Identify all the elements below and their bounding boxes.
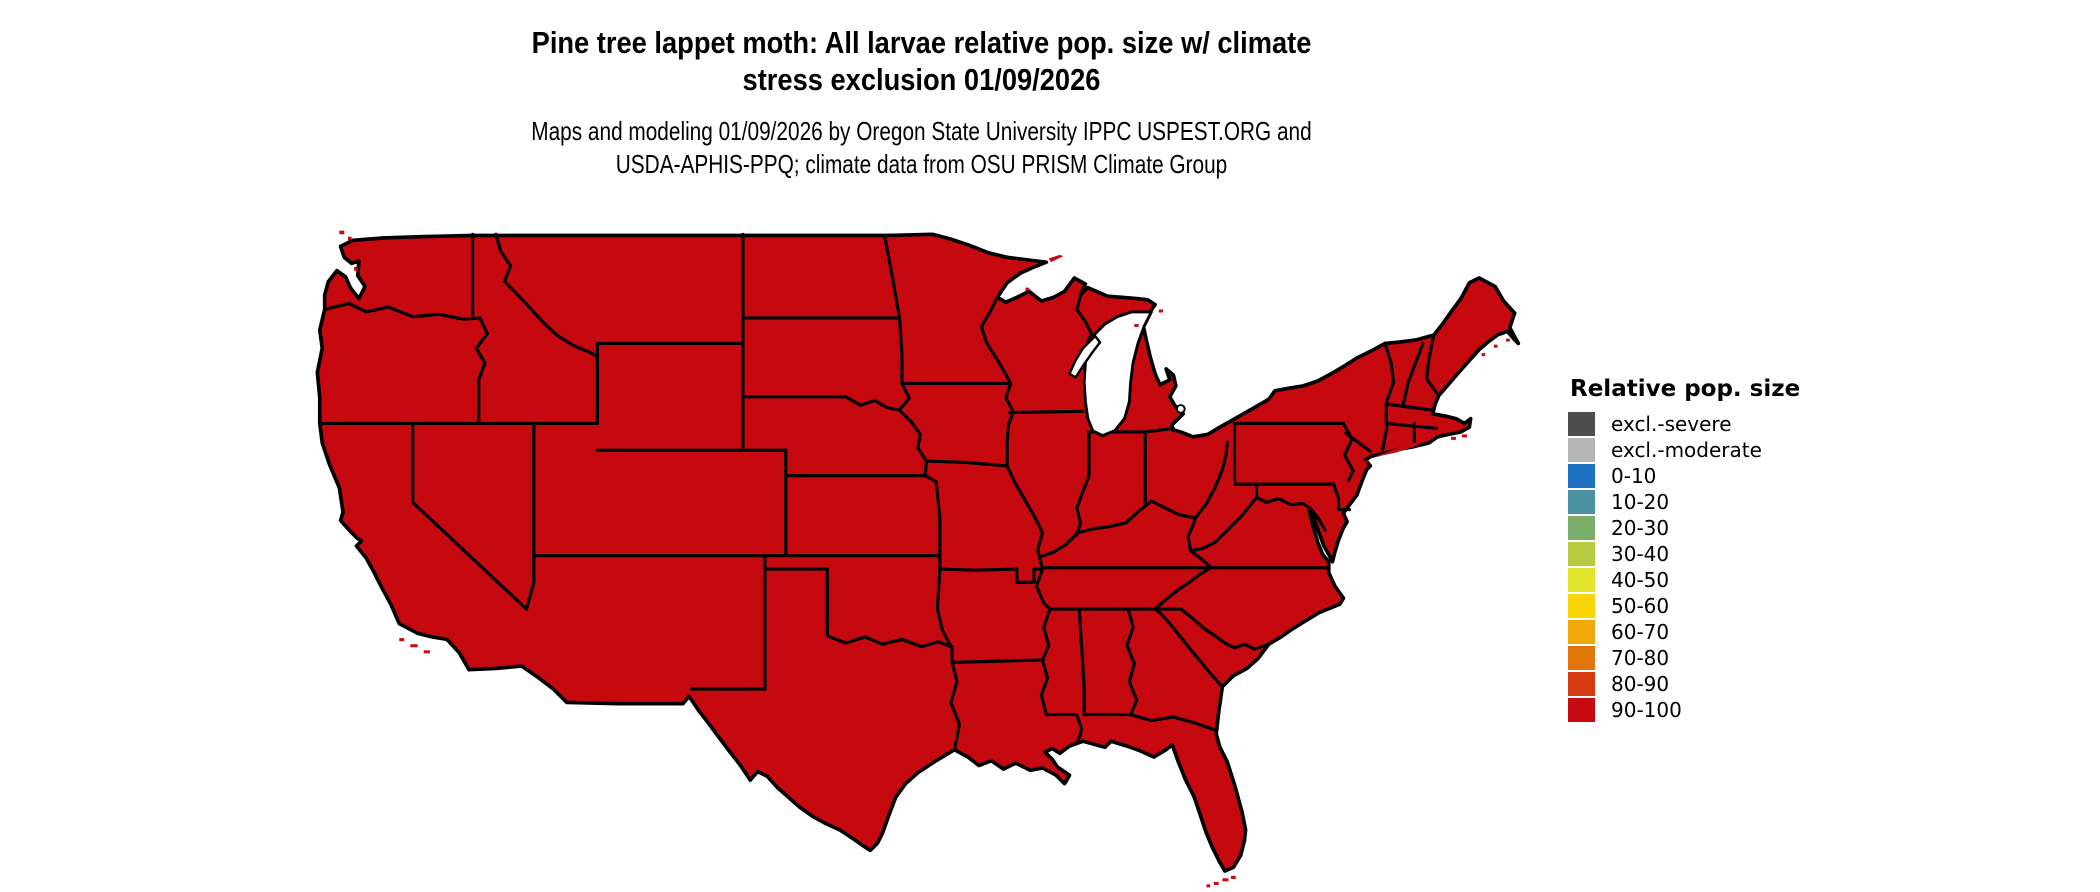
us-map-svg xyxy=(315,230,1521,888)
legend-label: 90-100 xyxy=(1611,698,1682,722)
legend-row-70-80: 70-80 xyxy=(1568,646,1988,670)
legend-row-60-70: 60-70 xyxy=(1568,620,1988,644)
legend-swatch-50-60 xyxy=(1568,594,1595,618)
legend-row-40-50: 40-50 xyxy=(1568,568,1988,592)
legend-swatch-excl.-severe xyxy=(1568,412,1595,436)
legend-swatch-70-80 xyxy=(1568,646,1595,670)
legend-label: 40-50 xyxy=(1611,568,1670,592)
legend-row-10-20: 10-20 xyxy=(1568,490,1988,514)
legend-row-50-60: 50-60 xyxy=(1568,594,1988,618)
legend-label: 80-90 xyxy=(1611,672,1670,696)
islands xyxy=(339,230,1510,888)
subtitle-block: Maps and modeling 01/09/2026 by Oregon S… xyxy=(0,115,1843,181)
lake-michigan xyxy=(1068,310,1153,438)
legend-swatch-20-30 xyxy=(1568,516,1595,540)
legend-row-0-10: 0-10 xyxy=(1568,464,1988,488)
us-choropleth-map xyxy=(310,227,1533,888)
legend-row-90-100: 90-100 xyxy=(1568,698,1988,722)
legend-row-20-30: 20-30 xyxy=(1568,516,1988,540)
legend-label: 0-10 xyxy=(1611,464,1657,488)
legend-label: excl.-moderate xyxy=(1611,438,1762,462)
legend-label: excl.-severe xyxy=(1611,412,1732,436)
legend-row-excl.-severe: excl.-severe xyxy=(1568,412,1988,436)
map-title-line1: Pine tree lappet moth: All larvae relati… xyxy=(531,25,1312,60)
legend-swatch-10-20 xyxy=(1568,490,1595,514)
legend-label: 30-40 xyxy=(1611,542,1670,566)
state-borders xyxy=(318,232,1440,752)
legend-title: Relative pop. size xyxy=(1570,376,1801,402)
legend-swatch-80-90 xyxy=(1568,672,1595,696)
lake-st-clair xyxy=(1175,404,1186,414)
legend-swatch-0-10 xyxy=(1568,464,1595,488)
legend-label: 60-70 xyxy=(1611,620,1670,644)
legend-row-80-90: 80-90 xyxy=(1568,672,1988,696)
map-subtitle-line1: Maps and modeling 01/09/2026 by Oregon S… xyxy=(531,116,1312,146)
legend-label: 10-20 xyxy=(1611,490,1670,514)
map-subtitle-line2: USDA-APHIS-PPQ; climate data from OSU PR… xyxy=(615,149,1228,179)
legend-swatch-excl.-moderate xyxy=(1568,438,1595,462)
legend-row-excl.-moderate: excl.-moderate xyxy=(1568,438,1988,462)
title-block: Pine tree lappet moth: All larvae relati… xyxy=(0,24,1843,181)
us-outline xyxy=(315,232,1521,873)
legend-swatch-60-70 xyxy=(1568,620,1595,644)
legend-swatch-40-50 xyxy=(1568,568,1595,592)
legend-label: 70-80 xyxy=(1611,646,1670,670)
map-title-line2: stress exclusion 01/09/2026 xyxy=(742,62,1101,97)
legend-swatch-30-40 xyxy=(1568,542,1595,566)
green-bay xyxy=(1068,334,1102,379)
legend: Relative pop. size excl.-severe excl.-mod… xyxy=(1568,376,1988,724)
legend-row-30-40: 30-40 xyxy=(1568,542,1988,566)
legend-rows: excl.-severe excl.-moderate 0-10 10-20 20-30… xyxy=(1568,412,1988,722)
legend-label: 20-30 xyxy=(1611,516,1670,540)
legend-label: 50-60 xyxy=(1611,594,1670,618)
legend-swatch-90-100 xyxy=(1568,698,1595,722)
